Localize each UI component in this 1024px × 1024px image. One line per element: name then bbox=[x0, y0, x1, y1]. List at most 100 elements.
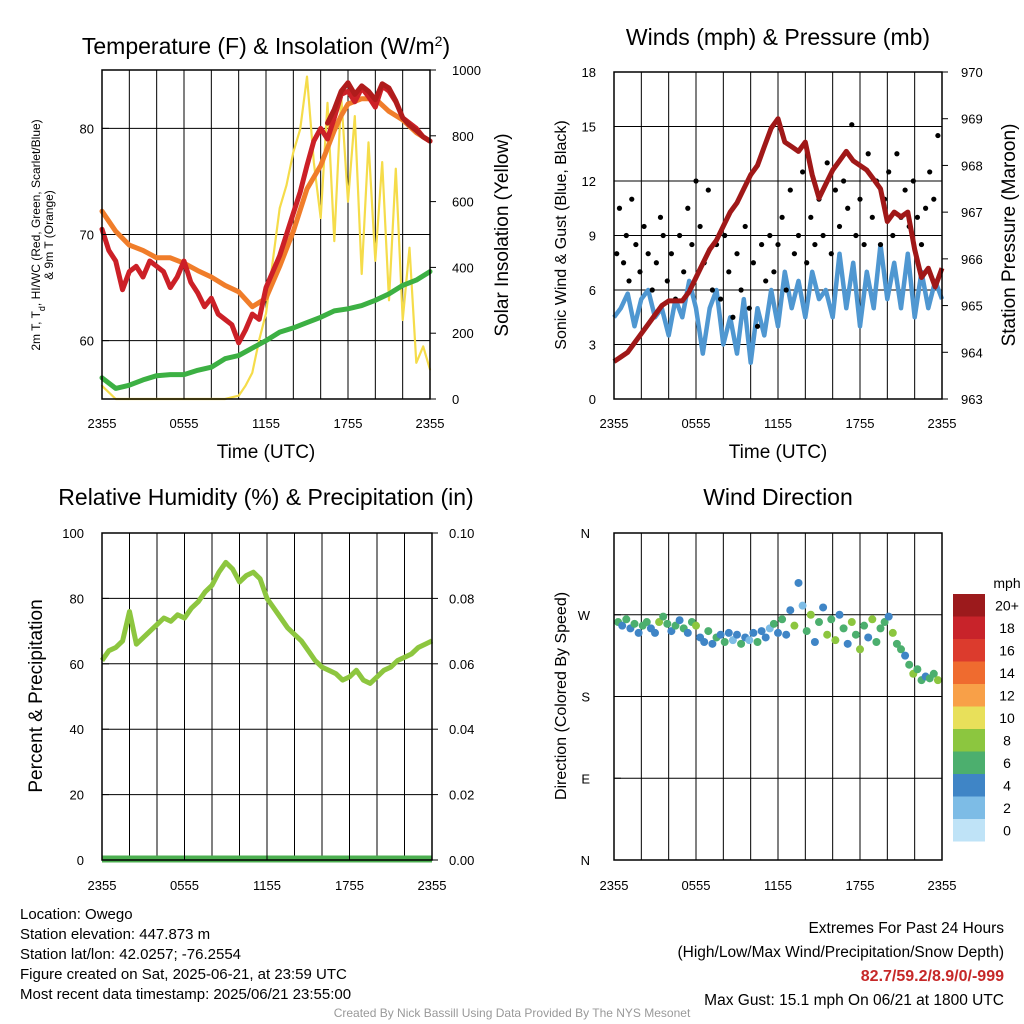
direction-point bbox=[622, 615, 631, 624]
wind-ylabel: Sonic Wind & Gust (Blue, Black) bbox=[553, 120, 570, 349]
direction-point bbox=[692, 621, 700, 630]
gust-point bbox=[824, 160, 830, 166]
series-gust bbox=[614, 122, 941, 329]
temp-ylabel: 2m T, Td, HI/WC (Red, Green, Scarlet/Blu… bbox=[29, 119, 47, 350]
temp-xtick: 2355 bbox=[88, 416, 117, 431]
wind-ytick: 15 bbox=[582, 120, 596, 135]
direction-point bbox=[794, 578, 803, 587]
legend-swatch bbox=[953, 819, 985, 842]
rh-xtick: 0555 bbox=[170, 878, 199, 893]
gust-point bbox=[641, 223, 647, 230]
gust-point bbox=[931, 196, 937, 202]
dir-ytick: N bbox=[581, 853, 590, 868]
series-rh bbox=[99, 559, 434, 686]
insolation-ytick: 400 bbox=[452, 260, 474, 275]
series-sonic-wind bbox=[612, 242, 945, 365]
insolation-ytick: 200 bbox=[452, 326, 474, 341]
gust-point bbox=[779, 214, 785, 220]
direction-point bbox=[716, 630, 725, 639]
direction-point bbox=[778, 615, 787, 624]
gust-point bbox=[754, 323, 761, 329]
direction-point bbox=[642, 618, 651, 627]
direction-point bbox=[884, 612, 893, 621]
gust-point bbox=[800, 169, 806, 175]
direction-point bbox=[720, 638, 729, 646]
gust-point bbox=[709, 287, 716, 293]
precip-ytick: 0.04 bbox=[449, 722, 474, 737]
direction-point bbox=[675, 616, 684, 625]
gust-point bbox=[890, 232, 896, 239]
gust-point bbox=[681, 269, 687, 275]
gust-point bbox=[902, 187, 908, 193]
series-hi-wc bbox=[325, 80, 433, 144]
direction-point bbox=[774, 628, 782, 637]
direction-point bbox=[737, 639, 746, 648]
direction-point bbox=[708, 639, 717, 648]
direction-point bbox=[704, 627, 713, 636]
wind-panel-title: Winds (mph) & Pressure (mb) bbox=[626, 24, 930, 50]
rh-ylabel: Percent & Precipitation bbox=[26, 599, 47, 792]
gust-point bbox=[849, 122, 855, 128]
gust-point bbox=[791, 251, 798, 257]
series-td bbox=[99, 269, 433, 391]
gust-point bbox=[857, 196, 863, 202]
gust-point bbox=[832, 187, 839, 193]
wind-ytick: 18 bbox=[582, 65, 596, 80]
rh-ytick: 40 bbox=[70, 722, 84, 737]
wind-xlabel: Time (UTC) bbox=[729, 442, 828, 463]
gust-point bbox=[726, 269, 732, 275]
dir-ytick: S bbox=[581, 690, 590, 705]
extremes-subtitle: (High/Low/Max Wind/Precipitation/Snow De… bbox=[677, 944, 1005, 961]
insolation-ytick: 800 bbox=[452, 129, 474, 144]
legend-label: 4 bbox=[1003, 777, 1011, 793]
pressure-ytick: 965 bbox=[961, 299, 983, 314]
direction-point bbox=[872, 638, 881, 646]
gust-point bbox=[836, 223, 843, 230]
legend-label: 8 bbox=[1003, 732, 1011, 748]
direction-point bbox=[659, 612, 668, 621]
recent-data-text: Most recent data timestamp: 2025/06/21 2… bbox=[20, 986, 352, 1003]
gust-point bbox=[742, 223, 748, 230]
direction-point bbox=[831, 636, 840, 645]
legend-label: 12 bbox=[999, 687, 1015, 703]
legend-swatch bbox=[953, 594, 985, 617]
gust-point bbox=[787, 187, 793, 193]
pressure-ytick: 967 bbox=[961, 205, 983, 220]
direction-point bbox=[651, 628, 659, 637]
direction-point bbox=[700, 638, 709, 646]
direction-point bbox=[929, 669, 938, 678]
dir-xtick: 2355 bbox=[928, 878, 957, 893]
legend-swatch bbox=[953, 796, 985, 819]
gust-point bbox=[620, 260, 627, 266]
rh-ytick: 80 bbox=[70, 591, 84, 606]
wind-ytick: 0 bbox=[589, 392, 596, 407]
pressure-ylabel: Station Pressure (Maroon) bbox=[999, 124, 1020, 347]
credit-text: Created By Nick Bassill Using Data Provi… bbox=[333, 1006, 691, 1020]
direction-point bbox=[683, 628, 692, 637]
pressure-ytick: 968 bbox=[961, 158, 983, 173]
precip-ytick: 0.10 bbox=[449, 526, 474, 541]
direction-point bbox=[843, 639, 852, 648]
precip-ytick: 0.02 bbox=[449, 788, 474, 803]
direction-point bbox=[757, 627, 766, 636]
gust-point bbox=[775, 241, 781, 248]
temp-ytick: 70 bbox=[80, 228, 94, 243]
legend-label: 0 bbox=[1003, 822, 1011, 838]
legend-label: 10 bbox=[999, 710, 1015, 726]
created-text: Figure created on Sat, 2025-06-21, at 23… bbox=[20, 966, 347, 983]
rh-xtick: 1755 bbox=[335, 878, 364, 893]
direction-point bbox=[860, 621, 869, 630]
legend-label: 16 bbox=[999, 642, 1015, 658]
wind-direction-points bbox=[614, 578, 942, 685]
gust-point bbox=[730, 314, 736, 320]
gust-point bbox=[804, 260, 810, 266]
precip-ytick: 0.06 bbox=[449, 657, 474, 672]
wind-xtick: 1755 bbox=[846, 416, 875, 431]
direction-point bbox=[749, 628, 758, 637]
dir-xtick: 1155 bbox=[764, 878, 792, 893]
rh-ytick: 20 bbox=[70, 788, 84, 803]
gust-point bbox=[767, 232, 773, 239]
legend-label: 20+ bbox=[995, 597, 1019, 613]
dir-ytick: N bbox=[581, 526, 590, 541]
gust-point bbox=[771, 269, 777, 275]
